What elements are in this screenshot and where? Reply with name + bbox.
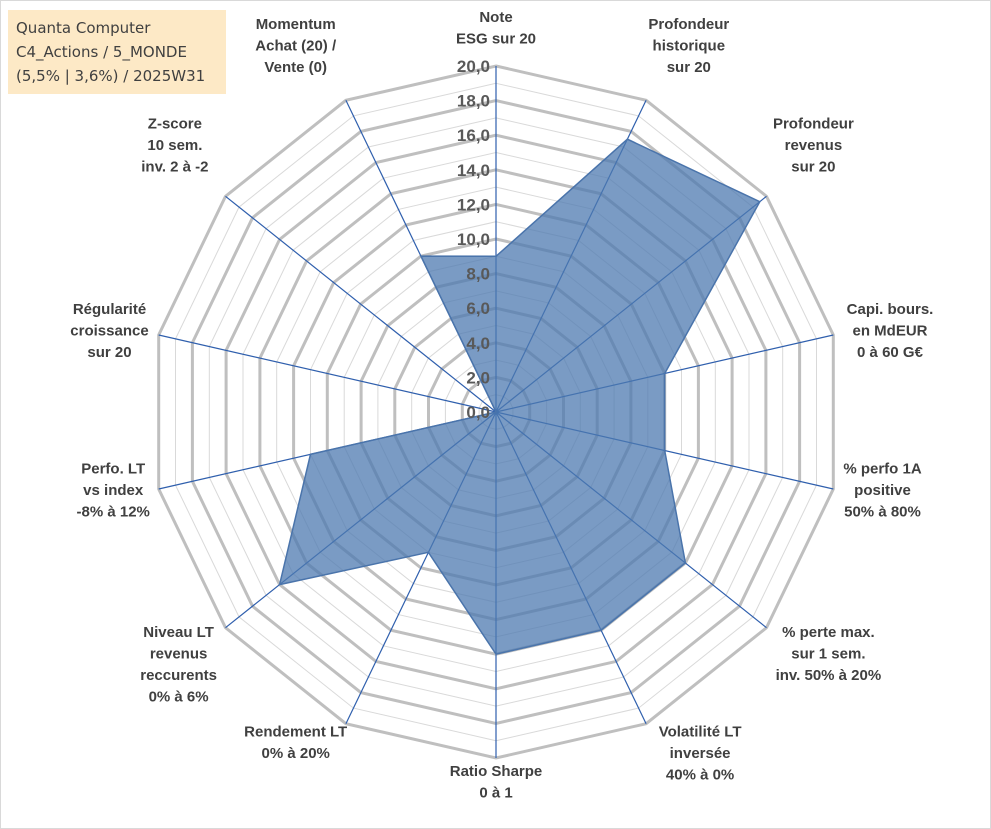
axis-label-line: Volatilité LT [659,724,742,741]
tick-label: 20,0 [457,57,490,76]
axis-label-line: % perfo 1A [843,460,922,477]
axis-label: Perfo. LT vs index -8% à 12% [77,460,150,520]
axis-label-line: Momentum [256,16,336,33]
tick-labels: 0,0 2,0 4,0 6,0 8,0 10,0 12,0 14,0 16,0 18,0 20,0 [457,57,490,422]
axis-label-line: inv. 2 à -2 [141,158,208,175]
axis-label-line: Profondeur [773,115,854,132]
axis-label-line: Achat (20) / [255,38,337,55]
tick-label: 16,0 [457,126,490,145]
axis-label: Rendement LT 0% à 20% [244,724,347,763]
axis-label: Régularité croissance sur 20 [70,301,148,361]
axis-label-line: 40% à 0% [666,767,734,784]
axis-label-line: sur 1 sem. [791,646,865,663]
tick-label: 6,0 [466,299,490,318]
axis-label-line: Profondeur [648,16,729,33]
axis-label-line: historique [653,38,726,55]
axis-spoke [158,334,497,413]
axis-label-line: 0 à 1 [479,785,512,802]
axis-label: % perfo 1A positive 50% à 80% [843,460,922,520]
axis-label-line: positive [854,482,911,499]
axis-label-line: Ratio Sharpe [450,763,543,780]
axis-label: Volatilité LT inversée 40% à 0% [659,724,742,784]
tick-label: 0,0 [466,403,490,422]
axis-label: Niveau LT revenus reccurents 0% à 6% [140,624,217,706]
series-area [278,138,761,656]
axis-label-line: inversée [670,745,731,762]
axis-label-line: 10 sem. [147,137,202,154]
axis-label-line: -8% à 12% [77,503,150,520]
axis-label-line: sur 20 [667,59,711,76]
axis-label: Profondeur historique sur 20 [648,16,729,76]
axis-label-line: inv. 50% à 20% [776,667,882,684]
tick-label: 4,0 [466,334,490,353]
axis-label-line: Rendement LT [244,724,347,741]
tick-label: 14,0 [457,161,490,180]
axis-label-line: 50% à 80% [844,503,921,520]
axis-label-line: Vente (0) [264,59,327,76]
axis-label-line: Note [479,9,512,26]
title-line-1: Quanta Computer [16,19,151,37]
axis-label: Momentum Achat (20) / Vente (0) [255,16,337,76]
axis-label-line: Z-score [148,115,202,132]
data-series [278,138,761,656]
tick-label: 12,0 [457,195,490,214]
axis-label: Z-score 10 sem. inv. 2 à -2 [141,115,208,175]
axis-label-line: en MdEUR [853,323,928,340]
axis-label-line: Capi. bours. [847,301,934,318]
axis-label: % perte max. sur 1 sem. inv. 50% à 20% [776,624,882,684]
axis-label-line: Niveau LT [143,624,214,641]
axis-label: Profondeur revenus sur 20 [773,115,854,175]
axis-label-line: 0% à 20% [262,745,330,762]
axis-label-line: ESG sur 20 [456,31,536,48]
tick-label: 10,0 [457,230,490,249]
axis-spoke [225,195,497,413]
tick-label: 8,0 [466,265,490,284]
axis-label-line: 0% à 6% [149,689,209,706]
axis-label-line: reccurents [140,667,217,684]
axis-label-line: % perte max. [782,624,875,641]
axis-label-line: Perfo. LT [81,460,145,477]
axis-label-line: vs index [83,482,144,499]
title-line-3: (5,5% | 3,6%) / 2025W31 [16,67,206,85]
axis-label: Capi. bours. en MdEUR 0 à 60 G€ [847,301,934,361]
axis-label: Note ESG sur 20 [456,9,536,48]
axis-label-line: croissance [70,323,148,340]
axis-label-line: revenus [785,137,843,154]
axis-label-line: sur 20 [87,344,131,361]
chart-title-box: Quanta Computer C4_Actions / 5_MONDE (5,… [8,10,226,94]
axis-label-line: Régularité [73,301,146,318]
axis-label-line: revenus [150,646,208,663]
tick-label: 2,0 [466,368,490,387]
title-line-2: C4_Actions / 5_MONDE [16,43,187,61]
axis-labels: Note ESG sur 20 Profondeur historique sur 20… [70,9,933,802]
axis-label-line: 0 à 60 G€ [857,344,924,361]
axis-label: Ratio Sharpe 0 à 1 [450,763,543,802]
tick-label: 18,0 [457,92,490,111]
axis-label-line: sur 20 [791,158,835,175]
